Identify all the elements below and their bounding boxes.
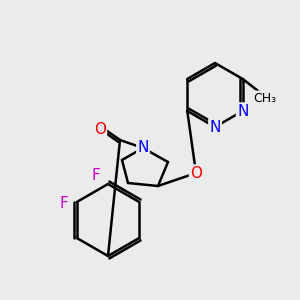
Text: N: N (137, 140, 149, 155)
Text: O: O (190, 166, 202, 181)
Text: CH₃: CH₃ (253, 92, 276, 104)
Text: O: O (94, 122, 106, 136)
Text: F: F (59, 196, 68, 211)
Text: N: N (209, 119, 221, 134)
Text: N: N (237, 103, 248, 118)
Text: F: F (92, 169, 100, 184)
